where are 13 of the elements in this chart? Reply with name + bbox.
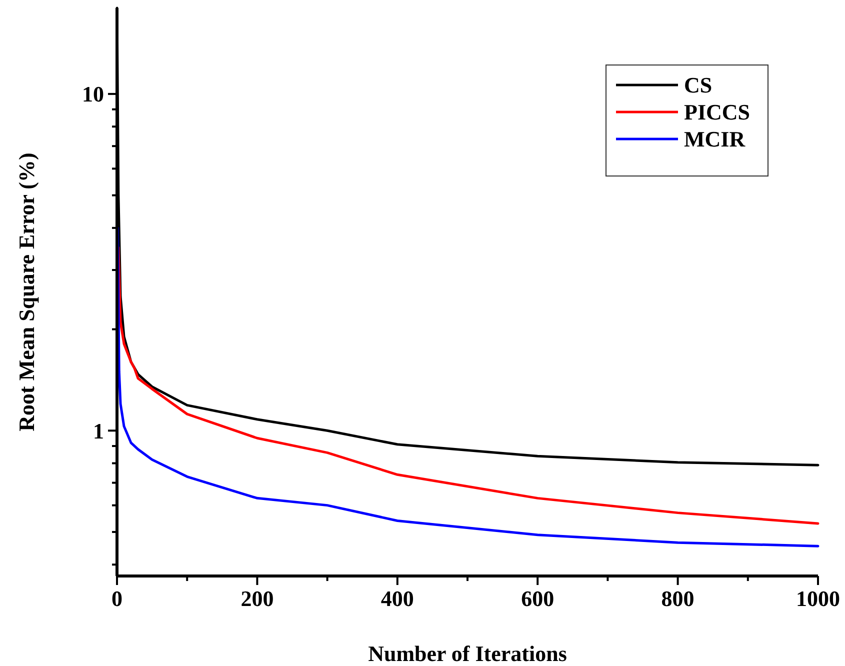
x-tick-label: 400 xyxy=(380,586,414,611)
x-axis-title: Number of Iterations xyxy=(368,641,568,666)
y-tick-label: 10 xyxy=(82,82,104,107)
x-tick-label: 600 xyxy=(521,586,554,611)
x-tick-label: 200 xyxy=(240,586,274,611)
x-tick-label: 0 xyxy=(112,586,122,611)
y-tick-label: 1 xyxy=(93,418,104,444)
legend-label: PICCS xyxy=(684,100,750,125)
x-tick-label: 800 xyxy=(661,586,694,611)
y-axis-title: Root Mean Square Error (%) xyxy=(14,152,39,432)
legend-label: CS xyxy=(684,72,712,98)
legend-label: MCIR xyxy=(684,126,746,152)
x-tick-label: 1000 xyxy=(796,586,840,611)
